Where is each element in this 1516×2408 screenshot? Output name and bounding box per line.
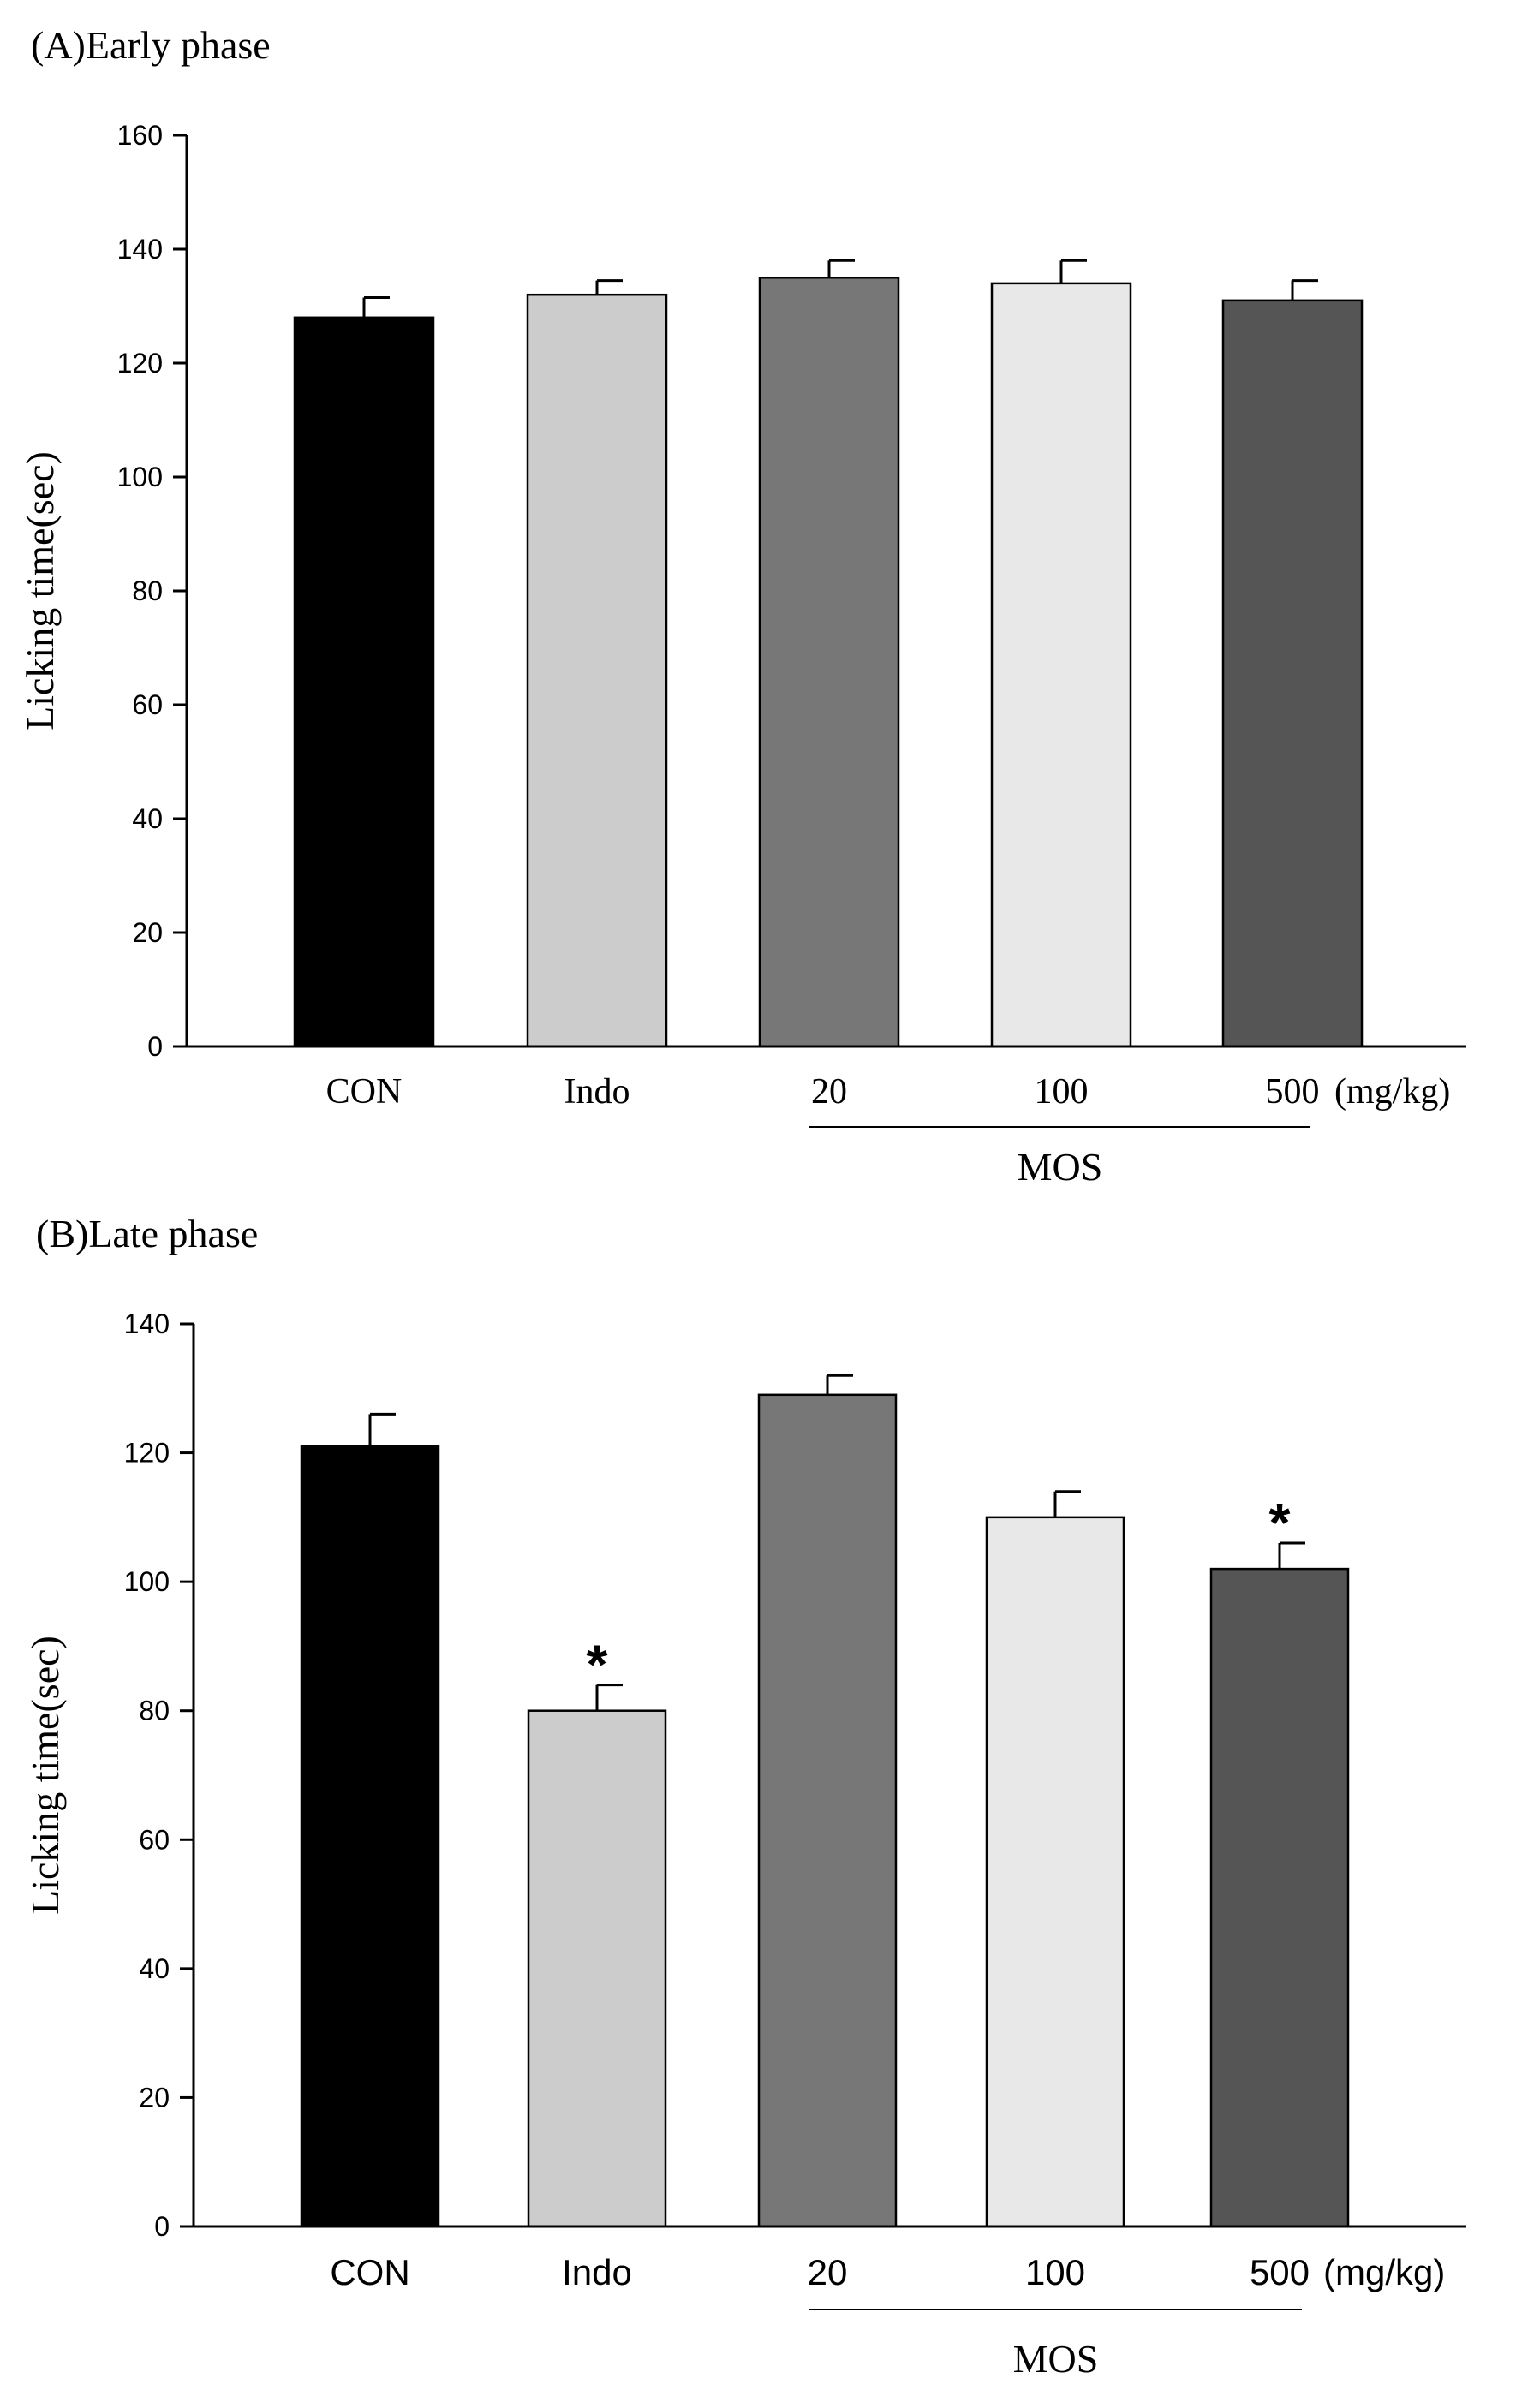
significance-marker: * <box>587 1634 608 1696</box>
x-tick-label: CON <box>330 2252 409 2292</box>
y-tick-label: 0 <box>147 1031 163 1062</box>
bar-500 <box>1209 1567 1350 2228</box>
y-tick-label: 0 <box>154 2211 170 2242</box>
x-tick-label: 500 <box>1266 1072 1320 1112</box>
y-tick-label: 120 <box>117 348 163 378</box>
y-axis-label: Licking time(sec) <box>18 451 62 730</box>
panel-early-phase: (A)Early phase Licking time(sec) CON Indo 20… <box>18 23 1466 1189</box>
bar-20 <box>758 277 900 1048</box>
y-tick-label: 100 <box>124 1566 170 1597</box>
y-tick-label: 140 <box>124 1308 170 1339</box>
bar-100 <box>990 282 1132 1048</box>
group-label: MOS <box>1018 1145 1103 1189</box>
bar-indo <box>526 293 668 1048</box>
y-tick-label: 60 <box>132 689 163 720</box>
panel-title: (A)Early phase <box>31 23 271 67</box>
y-tick-label: 80 <box>132 575 163 606</box>
y-tick-label: 120 <box>124 1438 170 1469</box>
bar-100 <box>985 1516 1125 2228</box>
y-tick-label: 80 <box>139 1696 170 1726</box>
x-tick-label: CON <box>326 1072 403 1112</box>
y-tick-label: 160 <box>117 120 163 151</box>
y-tick-label: 40 <box>139 1953 170 1984</box>
y-tick-label: 60 <box>139 1824 170 1855</box>
x-tick-label: Indo <box>562 2252 632 2292</box>
bar-500 <box>1221 299 1364 1048</box>
y-tick-label: 20 <box>132 917 163 948</box>
unit-label: (mg/kg) <box>1334 1072 1450 1112</box>
y-tick-label: 140 <box>117 234 163 265</box>
y-axis-label: Licking time(sec) <box>23 1636 67 1915</box>
x-tick-label: 100 <box>1025 2252 1085 2292</box>
x-tick-label: 100 <box>1035 1072 1089 1112</box>
panel-title: (B)Late phase <box>36 1212 258 1255</box>
significance-marker: * <box>1269 1492 1291 1553</box>
x-tick-label: 20 <box>808 2252 848 2292</box>
bar-con <box>293 316 435 1048</box>
y-tick-label: 20 <box>139 2082 170 2113</box>
panel-late-phase: (B)Late phase Licking time(sec) CON * Indo 20… <box>23 1212 1466 2381</box>
bar-20 <box>757 1393 898 2228</box>
x-tick-label: 20 <box>811 1072 847 1112</box>
group-label: MOS <box>1013 2337 1099 2381</box>
bar-indo <box>527 1709 667 2228</box>
x-tick-label: 500 <box>1250 2252 1310 2292</box>
y-tick-label: 100 <box>117 462 163 492</box>
bar-con <box>300 1445 440 2228</box>
x-tick-label: Indo <box>564 1072 630 1112</box>
unit-label: (mg/kg) <box>1323 2252 1445 2292</box>
y-tick-label: 40 <box>132 803 163 834</box>
